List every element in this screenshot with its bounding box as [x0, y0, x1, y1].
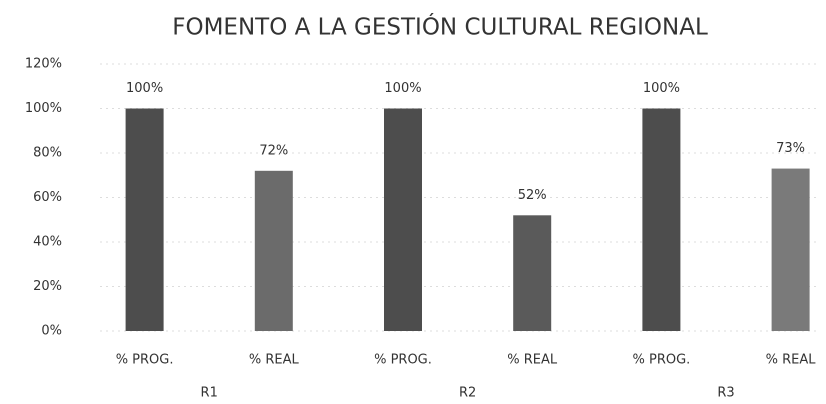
group-label: R3 [717, 386, 734, 401]
bar [771, 168, 810, 331]
data-label: 52% [518, 188, 547, 203]
x-tick-label: % REAL [766, 353, 817, 368]
y-tick-label: 40% [33, 235, 62, 250]
x-tick-label: % REAL [249, 353, 300, 368]
y-tick-label: 0% [41, 324, 62, 339]
x-tick-label: % REAL [507, 353, 558, 368]
y-tick-label: 80% [33, 146, 62, 161]
data-label: 100% [643, 81, 680, 96]
x-tick-label: % PROG. [374, 353, 432, 368]
group-label: R1 [201, 386, 218, 401]
bar [384, 108, 422, 331]
y-tick-label: 120% [25, 57, 62, 72]
y-tick-label: 100% [25, 101, 62, 116]
x-tick-label: % PROG. [116, 353, 174, 368]
bar [125, 108, 164, 331]
bar [513, 215, 552, 331]
group-label: R2 [459, 386, 476, 401]
data-label: 100% [384, 81, 421, 96]
chart-title: FOMENTO A LA GESTIÓN CULTURAL REGIONAL [172, 13, 708, 41]
bar [642, 108, 681, 331]
data-label: 72% [259, 143, 288, 158]
data-label: 73% [776, 141, 805, 156]
bar [254, 170, 293, 331]
y-tick-label: 20% [33, 279, 62, 294]
y-tick-label: 60% [33, 190, 62, 205]
data-label: 100% [126, 81, 163, 96]
x-tick-label: % PROG. [633, 353, 691, 368]
